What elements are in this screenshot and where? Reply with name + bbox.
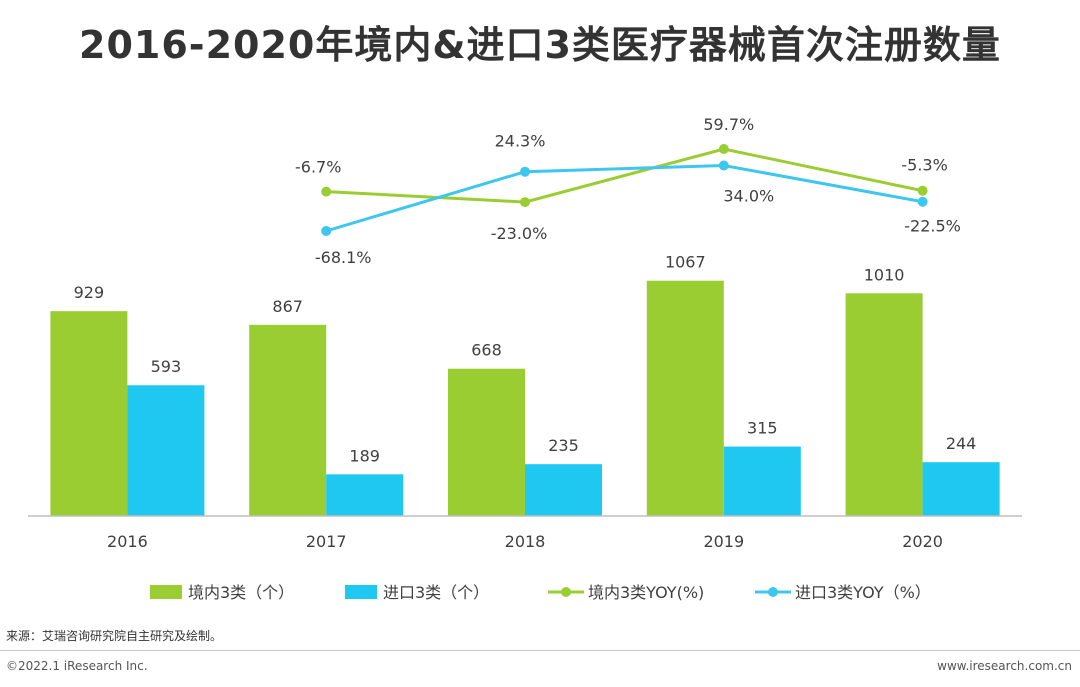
line-value-label: 59.7% [703, 115, 754, 134]
legend-label: 境内3类YOY(%) [588, 583, 704, 602]
bar-domestic-2019 [646, 280, 724, 516]
bar-value-label: 244 [946, 434, 977, 453]
bar-import-2019 [723, 446, 801, 516]
bar-domestic-2020 [845, 293, 923, 516]
bar-value-label: 189 [349, 446, 380, 465]
bar-value-label: 1010 [864, 265, 905, 284]
bar-value-label: 929 [74, 283, 105, 302]
bar-domestic-2016 [50, 311, 128, 516]
bar-import-2018 [525, 464, 602, 516]
line-point-domestic-2020 [917, 185, 928, 196]
legend-swatch-bar [345, 585, 377, 599]
bar-value-label: 315 [747, 419, 778, 438]
legend-label: 进口3类（个） [383, 583, 489, 602]
legend-swatch-marker [768, 587, 778, 597]
bar-value-label: 235 [548, 436, 579, 455]
line-point-import-2020 [917, 196, 928, 207]
line-series-domestic-yoy [326, 147, 923, 204]
line-point-import-2018 [520, 166, 530, 177]
line-point-import-2019 [718, 160, 729, 171]
x-tick-label-2018: 2018 [505, 532, 546, 551]
bar-domestic-2017 [249, 324, 327, 516]
line-point-domestic-2018 [520, 197, 530, 208]
source-note: 来源：艾瑞咨询研究院自主研究及绘制。 [6, 629, 223, 643]
combo-chart: 2016 2017 2018 2019 2020 929 593 867 189 668 235 1… [28, 115, 1022, 602]
line-point-domestic-2019 [718, 144, 729, 154]
legend-label: 进口3类YOY（%） [795, 583, 931, 602]
chart-title: 2016-2020年境内&进口3类医疗器械首次注册数量 [79, 23, 1001, 67]
bar-domestic-2018 [448, 368, 525, 516]
website-text: www.iresearch.com.cn [937, 659, 1072, 673]
line-value-label: -68.1% [315, 248, 372, 267]
bar-value-label: 593 [151, 357, 182, 376]
copyright-text: ©2022.1 iResearch Inc. [6, 659, 148, 673]
x-tick-label-2017: 2017 [306, 532, 347, 551]
x-tick-label-2020: 2020 [902, 532, 943, 551]
bar-import-2020 [922, 462, 1000, 516]
line-point-domestic-2017 [321, 186, 332, 197]
legend-swatch-bar [150, 585, 182, 599]
bar-value-label: 1067 [665, 253, 706, 272]
x-tick-label-2016: 2016 [107, 532, 148, 551]
x-tick-label-2019: 2019 [703, 532, 744, 551]
bar-value-label: 668 [471, 341, 502, 360]
line-point-import-2017 [321, 226, 332, 236]
line-value-label: -22.5% [904, 217, 961, 236]
bar-import-2016 [127, 385, 205, 516]
line-value-label: 34.0% [723, 186, 774, 205]
bar-value-label: 867 [272, 297, 303, 316]
bar-import-2017 [326, 474, 404, 516]
line-value-label: 24.3% [495, 132, 546, 151]
line-value-label: -5.3% [901, 156, 947, 175]
legend-label: 境内3类（个） [188, 583, 294, 602]
footer-divider [0, 650, 1080, 651]
line-value-label: -23.0% [491, 224, 548, 243]
line-value-label: -6.7% [295, 158, 341, 177]
legend-swatch-marker [561, 587, 571, 597]
line-series-import-yoy [325, 163, 923, 233]
